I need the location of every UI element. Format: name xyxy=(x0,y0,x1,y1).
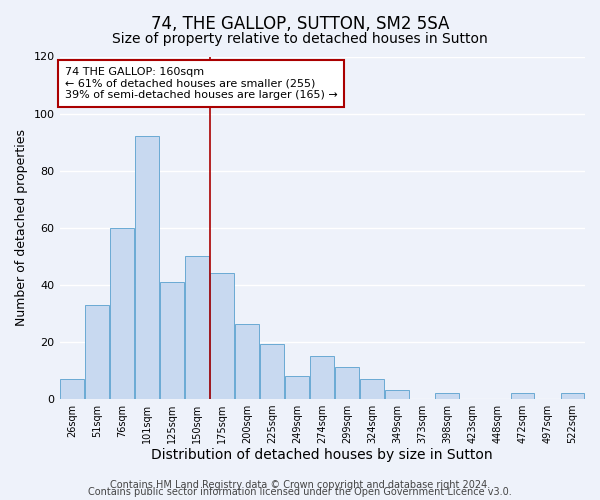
Bar xyxy=(160,282,184,399)
Bar xyxy=(135,136,159,398)
Text: 74 THE GALLOP: 160sqm
← 61% of detached houses are smaller (255)
39% of semi-det: 74 THE GALLOP: 160sqm ← 61% of detached … xyxy=(65,67,338,100)
Text: 74, THE GALLOP, SUTTON, SM2 5SA: 74, THE GALLOP, SUTTON, SM2 5SA xyxy=(151,15,449,33)
Bar xyxy=(60,378,84,398)
Text: Contains public sector information licensed under the Open Government Licence v3: Contains public sector information licen… xyxy=(88,487,512,497)
Y-axis label: Number of detached properties: Number of detached properties xyxy=(15,129,28,326)
Bar xyxy=(85,304,109,398)
Bar xyxy=(286,376,309,398)
Bar xyxy=(110,228,134,398)
Bar xyxy=(185,256,209,398)
Bar xyxy=(560,393,584,398)
Bar xyxy=(260,344,284,399)
Bar xyxy=(361,378,384,398)
Text: Contains HM Land Registry data © Crown copyright and database right 2024.: Contains HM Land Registry data © Crown c… xyxy=(110,480,490,490)
Bar xyxy=(436,393,459,398)
Bar xyxy=(310,356,334,399)
Bar xyxy=(210,273,234,398)
Bar xyxy=(511,393,535,398)
Bar xyxy=(235,324,259,398)
X-axis label: Distribution of detached houses by size in Sutton: Distribution of detached houses by size … xyxy=(151,448,493,462)
Bar xyxy=(385,390,409,398)
Text: Size of property relative to detached houses in Sutton: Size of property relative to detached ho… xyxy=(112,32,488,46)
Bar xyxy=(335,367,359,398)
